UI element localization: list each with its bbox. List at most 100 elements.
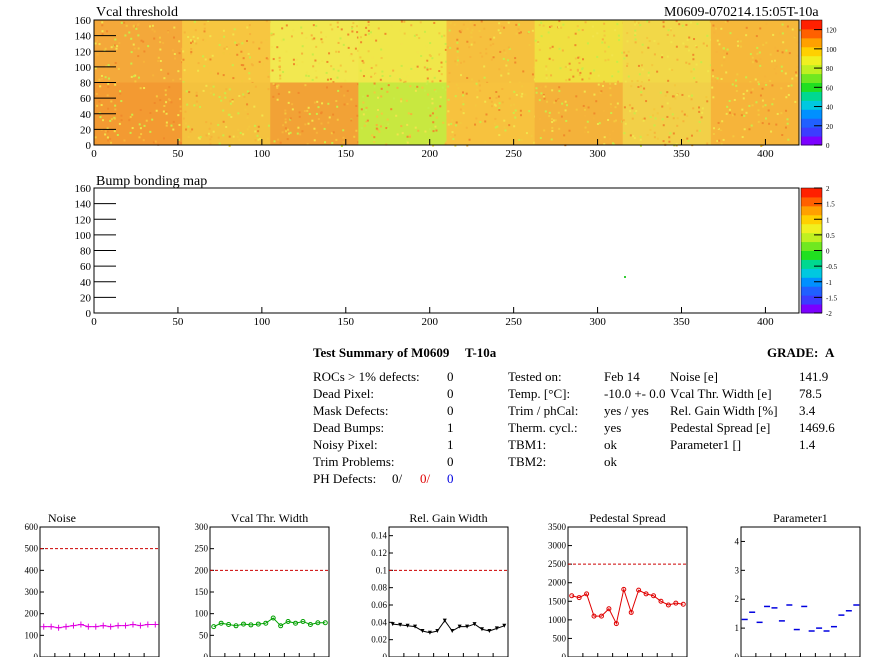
heatmap-pixel bbox=[779, 120, 782, 123]
ph-defects-value-3: 0 bbox=[447, 471, 454, 486]
heatmap-pixel bbox=[498, 134, 501, 137]
small-y-tick-label: 500 bbox=[25, 544, 39, 554]
heatmap-pixel bbox=[217, 136, 220, 139]
heatmap-pixel bbox=[617, 34, 620, 37]
heatmap-pixel bbox=[735, 89, 738, 92]
heatmap-pixel bbox=[648, 40, 651, 43]
heatmap-pixel bbox=[687, 49, 690, 52]
heatmap-pixel bbox=[376, 115, 379, 118]
heatmap-pixel bbox=[493, 122, 496, 125]
heatmap-pixel bbox=[381, 70, 384, 73]
heatmap-pixel bbox=[431, 97, 434, 100]
heatmap-pixel bbox=[424, 130, 427, 133]
heatmap-pixel bbox=[380, 95, 383, 98]
heatmap-pixel bbox=[106, 30, 109, 33]
heatmap-pixel bbox=[603, 136, 606, 139]
heatmap-pixel bbox=[217, 123, 220, 126]
grade-value: A bbox=[825, 345, 835, 360]
heatmap-pixel bbox=[623, 106, 626, 109]
heatmap-pixel bbox=[493, 36, 496, 39]
heatmap-pixel bbox=[557, 25, 560, 28]
heatmap-pixel bbox=[481, 55, 484, 58]
heatmap-pixel bbox=[724, 21, 727, 24]
heatmap-pixel bbox=[601, 38, 604, 41]
heatmap-pixel bbox=[500, 74, 503, 77]
heatmap-pixel bbox=[267, 88, 270, 91]
heatmap-pixel bbox=[637, 85, 640, 88]
heatmap-pixel bbox=[772, 98, 775, 101]
heatmap-pixel bbox=[789, 133, 792, 136]
heatmap-pixel bbox=[797, 117, 800, 120]
small-y-tick-label: 1500 bbox=[548, 596, 567, 606]
heatmap-pixel bbox=[278, 68, 281, 71]
data-point bbox=[628, 609, 634, 615]
heatmap-pixel bbox=[514, 61, 517, 64]
heatmap-pixel bbox=[646, 36, 649, 39]
heatmap-pixel bbox=[588, 77, 591, 80]
heatmap-pixel bbox=[782, 137, 785, 140]
heatmap-pixel bbox=[762, 43, 765, 46]
heatmap-pixel bbox=[284, 127, 287, 130]
heatmap-pixel bbox=[462, 94, 465, 97]
heatmap-pixel bbox=[455, 121, 458, 124]
small-y-tick-label: 0.12 bbox=[371, 548, 387, 558]
heatmap-pixel bbox=[701, 111, 704, 114]
data-point bbox=[502, 623, 507, 628]
heatmap-pixel bbox=[489, 44, 492, 47]
heatmap-pixel bbox=[564, 100, 567, 103]
heatmap-pixel bbox=[728, 99, 731, 102]
heatmap-pixel bbox=[515, 23, 518, 26]
heatmap-pixel bbox=[461, 91, 464, 94]
small-chart-title: Parameter1 bbox=[773, 511, 828, 525]
heatmap-pixel bbox=[478, 84, 481, 87]
heatmap-pixel bbox=[290, 35, 293, 38]
heatmap-pixel bbox=[362, 75, 365, 78]
heatmap-pixel bbox=[609, 87, 612, 90]
heatmap-pixel bbox=[131, 113, 134, 116]
heatmap-pixel bbox=[113, 130, 116, 133]
small-chart-5: Parameter1012340246810121416 bbox=[735, 511, 861, 657]
heatmap-pixel bbox=[447, 98, 450, 101]
heatmap-pixel bbox=[360, 127, 363, 130]
heatmap-pixel bbox=[520, 139, 523, 142]
palette-band bbox=[801, 55, 822, 66]
palette-tick-label: 0.5 bbox=[826, 232, 835, 240]
heatmap-pixel bbox=[323, 127, 326, 130]
heatmap-pixel bbox=[558, 127, 561, 130]
heatmap-pixel bbox=[315, 45, 318, 48]
heatmap-pixel bbox=[662, 124, 665, 127]
heatmap-pixel bbox=[119, 90, 122, 93]
heatmap-pixel bbox=[260, 41, 263, 44]
heatmap-pixel bbox=[668, 140, 671, 143]
y-tick-label: 40 bbox=[80, 109, 92, 121]
x-tick-label: 300 bbox=[589, 316, 606, 328]
heatmap-pixel bbox=[686, 45, 689, 48]
heatmap-pixel bbox=[498, 108, 501, 111]
heatmap-pixel bbox=[289, 131, 292, 134]
heatmap-pixel bbox=[759, 94, 762, 97]
heatmap-pixel bbox=[349, 54, 352, 57]
heatmap-pixel bbox=[511, 140, 514, 143]
palette-band bbox=[801, 223, 822, 234]
heatmap-roc-block bbox=[446, 82, 536, 146]
heatmap-pixel bbox=[454, 144, 457, 147]
palette-tick-label: 1 bbox=[826, 216, 830, 224]
heatmap-pixel bbox=[362, 61, 365, 64]
heatmap-pixel bbox=[149, 111, 152, 114]
heatmap-pixel bbox=[326, 78, 329, 81]
data-point bbox=[92, 623, 99, 630]
data-point bbox=[307, 622, 313, 627]
heatmap-pixel bbox=[623, 57, 626, 60]
heatmap-pixel bbox=[471, 29, 474, 32]
heatmap-pixel bbox=[209, 58, 212, 61]
palette-band bbox=[801, 214, 822, 225]
data-point bbox=[569, 593, 575, 599]
heatmap-pixel bbox=[667, 79, 670, 82]
data-point bbox=[115, 622, 122, 629]
heatmap-pixel bbox=[745, 76, 748, 79]
heatmap-pixel bbox=[271, 69, 274, 72]
heatmap-pixel bbox=[675, 142, 678, 145]
small-y-tick-label: 500 bbox=[553, 633, 567, 643]
heatmap-pixel bbox=[567, 65, 570, 68]
heatmap-pixel bbox=[279, 141, 282, 144]
